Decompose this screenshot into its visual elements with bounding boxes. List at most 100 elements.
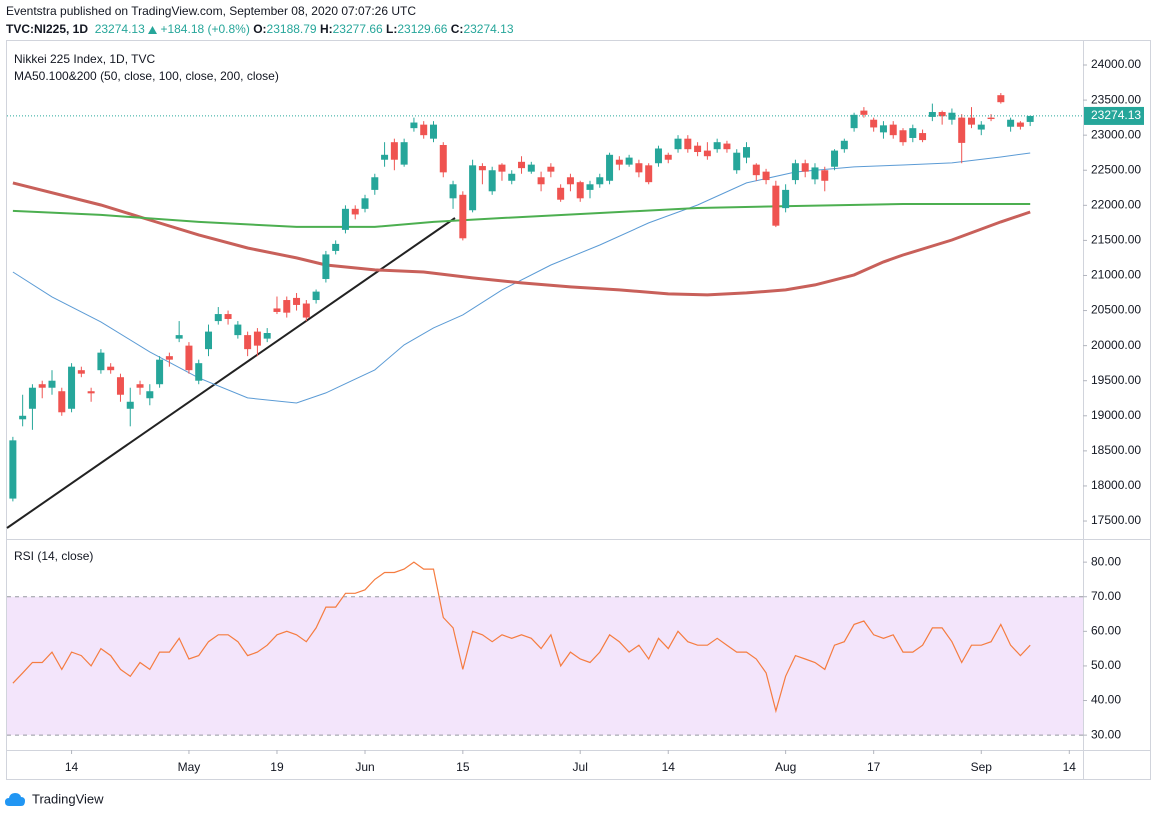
candle-body — [77, 370, 85, 374]
y-tick-label: 22500.00 — [1091, 162, 1141, 176]
candle-body — [263, 333, 271, 339]
ohlc-key: O: — [253, 22, 267, 36]
candle-body — [899, 130, 907, 143]
candle-body — [615, 159, 623, 165]
candle-body — [684, 138, 692, 150]
logo: TradingView — [5, 791, 104, 806]
candle-body — [214, 314, 222, 322]
candle-body — [586, 184, 594, 190]
x-tick-label: Sep — [971, 760, 993, 774]
candle-body — [752, 164, 760, 176]
candle-body — [126, 401, 134, 409]
candle-body — [674, 138, 682, 150]
candle-body — [410, 122, 418, 129]
candle-body — [928, 112, 936, 117]
candle-body — [48, 380, 56, 388]
candle-body — [938, 112, 946, 117]
candle-body — [293, 297, 301, 305]
candle-body — [420, 124, 428, 136]
moving-average-line — [12, 203, 1031, 228]
x-tick-label: 14 — [1063, 760, 1077, 774]
chart-frame — [6, 40, 1151, 780]
candle-body — [508, 173, 516, 181]
candle-body — [459, 194, 467, 239]
symbol-line: TVC:NI225, 1D 23274.13 +184.18 (+0.8%) O… — [6, 20, 514, 38]
candle-body — [185, 345, 193, 371]
candle-body — [361, 198, 369, 209]
candle-body — [195, 363, 203, 381]
candle-body — [449, 184, 457, 199]
candle-body — [948, 112, 956, 120]
y-tick-label: 18000.00 — [1091, 478, 1141, 492]
candle-body — [762, 171, 770, 181]
candle-body — [136, 384, 144, 388]
candle-body — [244, 335, 252, 350]
candle-body — [9, 440, 17, 499]
y-tick-label: 23500.00 — [1091, 92, 1141, 106]
candle-body — [831, 150, 839, 167]
candle-body — [919, 133, 927, 141]
candle-body — [58, 391, 66, 413]
candle-body — [332, 243, 340, 251]
x-tick-label: Jun — [355, 760, 374, 774]
candle-body — [743, 147, 751, 158]
candle-body — [801, 163, 809, 172]
x-tick-label: 19 — [270, 760, 284, 774]
ohlc-key: C: — [450, 22, 464, 36]
x-tick-label: 14 — [65, 760, 79, 774]
candle-body — [909, 128, 917, 138]
last-price: 23274.13 — [94, 22, 145, 36]
logo-icon — [5, 793, 25, 806]
y-tick-label: 19500.00 — [1091, 373, 1141, 387]
candle-body — [116, 377, 124, 395]
candle-body — [635, 163, 643, 173]
candle-body — [1007, 119, 1015, 127]
candle-body — [625, 157, 633, 165]
candle-body — [967, 117, 975, 125]
x-tick-label: 15 — [456, 760, 470, 774]
candle-body — [19, 415, 27, 420]
candle-body — [958, 117, 966, 143]
candle-body — [987, 117, 995, 120]
y-tick-label: 24000.00 — [1091, 57, 1141, 71]
candle-body — [1016, 122, 1024, 127]
candle-body — [782, 189, 790, 209]
candle-body — [1026, 115, 1034, 122]
x-tick-label: Jul — [573, 760, 588, 774]
candle-body — [371, 177, 379, 190]
candle-body — [488, 170, 496, 192]
rsi-title: RSI (14, close) — [14, 549, 93, 563]
candle-body — [302, 303, 310, 318]
symbol: TVC:NI225, 1D — [6, 22, 89, 36]
rsi-line — [12, 561, 1031, 714]
candle-body — [518, 161, 526, 169]
header: Eventstra published on TradingView.com, … — [6, 2, 514, 38]
y-tick-label: 70.00 — [1091, 589, 1121, 603]
candle-body — [146, 391, 154, 399]
candle-body — [273, 308, 281, 312]
candle-body — [664, 154, 672, 160]
candle-body — [97, 352, 105, 371]
y-tick-label: 20000.00 — [1091, 338, 1141, 352]
candle-body — [205, 331, 213, 350]
x-tick-label: May — [178, 760, 201, 774]
candle-body — [156, 359, 164, 385]
candle-body — [165, 356, 173, 360]
candle-body — [821, 170, 829, 181]
ohlc-value: 23277.66 — [332, 22, 383, 36]
candle-body — [860, 110, 868, 115]
rsi-band — [7, 596, 1083, 736]
candle-body — [997, 95, 1005, 103]
candle-body — [381, 154, 389, 160]
moving-average-line — [12, 152, 1031, 404]
candle-body — [498, 164, 506, 172]
y-tick-label: 17500.00 — [1091, 513, 1141, 527]
y-tick-label: 60.00 — [1091, 624, 1121, 638]
candle-body — [566, 177, 574, 185]
y-tick-label: 21000.00 — [1091, 268, 1141, 282]
y-tick-label: 18500.00 — [1091, 443, 1141, 457]
ohlc-key: H: — [319, 22, 333, 36]
candle-body — [870, 119, 878, 128]
